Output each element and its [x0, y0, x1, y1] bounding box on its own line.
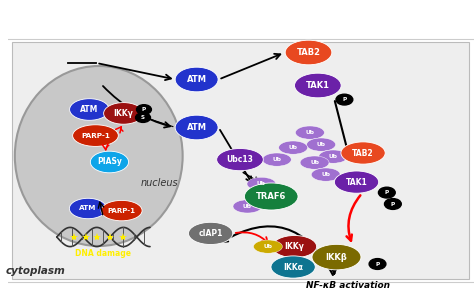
Circle shape	[336, 94, 353, 105]
Text: ATM: ATM	[79, 206, 97, 212]
Ellipse shape	[273, 236, 317, 258]
Text: PARP-1: PARP-1	[81, 133, 110, 139]
Ellipse shape	[233, 200, 262, 213]
Text: Ub: Ub	[321, 172, 330, 177]
Ellipse shape	[334, 171, 379, 193]
Text: ATM: ATM	[187, 123, 207, 132]
Text: TAK1: TAK1	[346, 178, 367, 187]
Text: TAB2: TAB2	[352, 148, 374, 158]
Circle shape	[369, 259, 386, 269]
Circle shape	[137, 105, 151, 114]
Text: P: P	[342, 97, 346, 102]
Text: TRAF6: TRAF6	[256, 192, 286, 201]
Text: PIASy: PIASy	[97, 158, 122, 166]
Text: Ub: Ub	[243, 204, 252, 209]
Ellipse shape	[189, 222, 233, 244]
Ellipse shape	[104, 103, 143, 124]
Ellipse shape	[217, 148, 263, 171]
Text: Ub: Ub	[317, 142, 326, 147]
Circle shape	[136, 113, 150, 122]
Text: TAB2: TAB2	[297, 48, 320, 57]
Ellipse shape	[311, 168, 340, 181]
FancyBboxPatch shape	[12, 42, 469, 279]
Ellipse shape	[247, 177, 276, 190]
Text: Ub: Ub	[310, 160, 319, 165]
Text: IKKγ: IKKγ	[284, 242, 304, 251]
Text: TAK1: TAK1	[306, 81, 330, 90]
Text: IKKβ: IKKβ	[326, 253, 347, 262]
Text: Ub: Ub	[272, 157, 281, 162]
Ellipse shape	[15, 66, 182, 246]
Text: DNA damage: DNA damage	[75, 249, 131, 258]
Ellipse shape	[245, 183, 298, 210]
Ellipse shape	[279, 141, 308, 154]
Ellipse shape	[300, 156, 329, 169]
Ellipse shape	[175, 115, 218, 140]
Text: P: P	[142, 107, 146, 112]
Text: IKKγ: IKKγ	[113, 109, 133, 118]
Text: cIAP1: cIAP1	[199, 229, 223, 238]
Ellipse shape	[101, 200, 142, 221]
Ellipse shape	[294, 73, 341, 98]
Text: cytoplasm: cytoplasm	[6, 266, 66, 277]
Circle shape	[384, 199, 401, 209]
Text: Ub: Ub	[305, 130, 314, 135]
Text: Ubc13: Ubc13	[227, 155, 254, 164]
Text: Ub: Ub	[264, 244, 273, 249]
Text: P: P	[385, 190, 389, 195]
Text: NF-κB activation: NF-κB activation	[306, 281, 390, 290]
Ellipse shape	[271, 256, 315, 278]
Ellipse shape	[254, 240, 283, 253]
Text: P: P	[375, 262, 380, 266]
Ellipse shape	[175, 67, 218, 92]
Ellipse shape	[73, 125, 118, 146]
Text: ATM: ATM	[80, 105, 99, 114]
Ellipse shape	[69, 198, 107, 219]
Text: S: S	[141, 115, 145, 120]
Text: P: P	[391, 202, 395, 206]
Text: Ub: Ub	[328, 154, 337, 159]
Circle shape	[378, 187, 395, 198]
Text: Ub: Ub	[257, 182, 266, 186]
Text: ATM: ATM	[187, 75, 207, 84]
Ellipse shape	[70, 99, 109, 120]
Ellipse shape	[295, 126, 324, 139]
Ellipse shape	[263, 153, 291, 166]
Text: Ub: Ub	[289, 145, 298, 150]
Text: nucleus: nucleus	[141, 178, 178, 188]
Ellipse shape	[312, 244, 361, 270]
Text: PARP-1: PARP-1	[108, 208, 136, 214]
Ellipse shape	[91, 151, 128, 173]
Ellipse shape	[307, 138, 336, 151]
Ellipse shape	[341, 142, 385, 164]
Text: IKKα: IKKα	[283, 262, 303, 272]
Ellipse shape	[285, 40, 332, 65]
Ellipse shape	[319, 150, 347, 163]
